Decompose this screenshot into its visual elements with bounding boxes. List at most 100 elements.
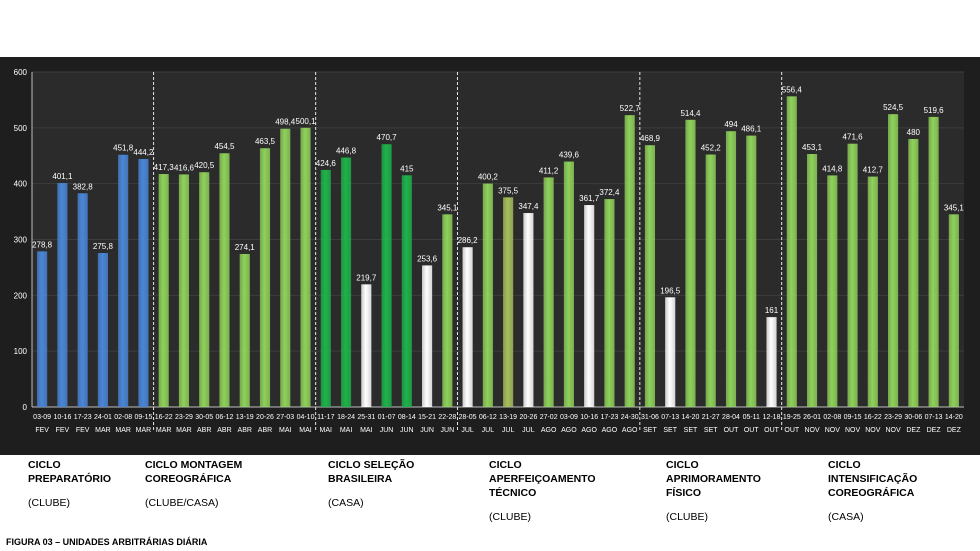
- x-tick-month: MAI: [299, 427, 312, 434]
- bar: [482, 183, 493, 407]
- x-tick-date: 18-24: [337, 414, 355, 421]
- x-tick-date: 19-25: [783, 414, 801, 421]
- bar: [381, 144, 392, 407]
- data-label: 420,5: [194, 161, 215, 170]
- data-label: 470,7: [377, 133, 398, 142]
- bar: [199, 172, 210, 407]
- x-tick-month: NOV: [825, 427, 841, 434]
- x-tick-month: MAI: [360, 427, 373, 434]
- data-label: 219,7: [356, 273, 377, 282]
- x-tick-month: NOV: [886, 427, 902, 434]
- bar: [422, 265, 433, 407]
- data-label: 446,8: [336, 147, 357, 156]
- x-tick-month: DEZ: [927, 427, 942, 434]
- x-tick-date: 20-26: [256, 414, 274, 421]
- x-tick-date: 03-09: [560, 414, 578, 421]
- data-label: 411,2: [539, 166, 559, 175]
- cycle-block-aperfeicoamento: CICLO APERFEIÇOAMENTO TÉCNICO (CLUBE): [489, 458, 609, 524]
- bar: [442, 214, 453, 407]
- bar: [888, 114, 899, 407]
- bars: [37, 96, 959, 408]
- x-tick-month: SET: [704, 427, 718, 434]
- bar: [584, 205, 595, 407]
- data-label: 372,4: [599, 188, 620, 197]
- x-tick-month: MAI: [279, 427, 292, 434]
- x-tick-month: ABR: [217, 427, 231, 434]
- cycle-block-preparatorio: CICLO PREPARATÓRIO (CLUBE): [28, 458, 138, 510]
- x-tick-date: 23-29: [175, 414, 193, 421]
- x-tick-date: 24-30: [621, 414, 639, 421]
- x-tick-date: 28-05: [459, 414, 477, 421]
- data-label: 556,4: [782, 85, 803, 94]
- x-tick-month: JUN: [380, 427, 394, 434]
- x-tick-month: MAR: [176, 427, 192, 434]
- x-tick-date: 16-22: [155, 414, 173, 421]
- bar: [118, 154, 129, 407]
- x-tick-date: 07-13: [925, 414, 943, 421]
- x-tick-date: 06-12: [216, 414, 234, 421]
- x-tick-date: 02-08: [823, 414, 841, 421]
- bar: [239, 253, 250, 407]
- bar: [462, 247, 473, 407]
- x-tick-month: OUT: [724, 427, 740, 434]
- x-tick-month: OUT: [784, 427, 800, 434]
- x-tick-month: JUL: [502, 427, 515, 434]
- data-label: 451,8: [113, 144, 134, 153]
- bar: [523, 213, 534, 407]
- x-tick-date: 05-11: [743, 414, 760, 421]
- cycle-name: CICLO MONTAGEM COREOGRÁFICA: [145, 459, 243, 485]
- data-label: 347,4: [518, 202, 539, 211]
- bar: [705, 154, 716, 407]
- x-tick-date: 02-08: [114, 414, 132, 421]
- x-axis-ticks: 03-09FEV10-16FEV17-23FEV24-01MAR02-08MAR…: [33, 414, 963, 434]
- y-tick-label: 300: [14, 236, 28, 245]
- data-label: 286,2: [458, 236, 479, 245]
- y-tick-label: 200: [14, 291, 28, 300]
- bar: [766, 317, 777, 407]
- data-label: 519,6: [924, 106, 945, 115]
- data-label: 400,2: [478, 173, 499, 182]
- x-tick-month: FEV: [76, 427, 90, 434]
- data-label: 494: [724, 120, 738, 129]
- x-tick-date: 04-10: [297, 414, 315, 421]
- cycle-name: CICLO PREPARATÓRIO: [28, 459, 112, 485]
- x-tick-month: MAI: [320, 427, 333, 434]
- x-tick-date: 12-18: [763, 414, 781, 421]
- x-tick-date: 01-07: [378, 414, 396, 421]
- x-tick-month: NOV: [865, 427, 881, 434]
- bar: [867, 176, 878, 407]
- bar: [503, 197, 514, 407]
- bar: [604, 199, 615, 407]
- x-tick-month: AGO: [602, 427, 618, 434]
- bar: [948, 214, 959, 407]
- x-tick-date: 10-16: [53, 414, 71, 421]
- x-tick-month: JUN: [420, 427, 434, 434]
- x-tick-date: 14-20: [945, 414, 963, 421]
- cycle-block-aprimoramento: CICLO APRIMORAMENTO FÍSICO (CLUBE): [666, 458, 786, 524]
- data-label: 454,5: [214, 142, 235, 151]
- x-tick-date: 09-15: [844, 414, 862, 421]
- x-tick-month: SET: [663, 427, 677, 434]
- bar: [928, 116, 939, 407]
- bar: [37, 251, 48, 407]
- bar: [806, 154, 818, 407]
- x-tick-month: SET: [643, 427, 657, 434]
- data-label: 480: [907, 128, 921, 137]
- x-tick-date: 06-12: [479, 414, 497, 421]
- data-label: 500,1: [296, 117, 317, 126]
- x-tick-month: MAR: [156, 427, 172, 434]
- x-tick-date: 07-13: [661, 414, 679, 421]
- x-tick-month: JUL: [461, 427, 474, 434]
- cycle-name: CICLO INTENSIFICAÇÃO COREOGRÁFICA: [828, 459, 918, 499]
- data-label: 463,5: [255, 137, 276, 146]
- x-tick-date: 15-21: [418, 414, 436, 421]
- x-tick-date: 21-27: [702, 414, 720, 421]
- data-label: 417,3: [154, 163, 175, 172]
- data-label: 444,2: [133, 148, 154, 157]
- data-label: 361,7: [579, 194, 600, 203]
- x-tick-month: OUT: [744, 427, 760, 434]
- x-tick-date: 24-01: [94, 414, 112, 421]
- data-label: 401,1: [52, 172, 73, 181]
- data-label: 524,5: [883, 103, 904, 112]
- y-tick-label: 400: [14, 180, 28, 189]
